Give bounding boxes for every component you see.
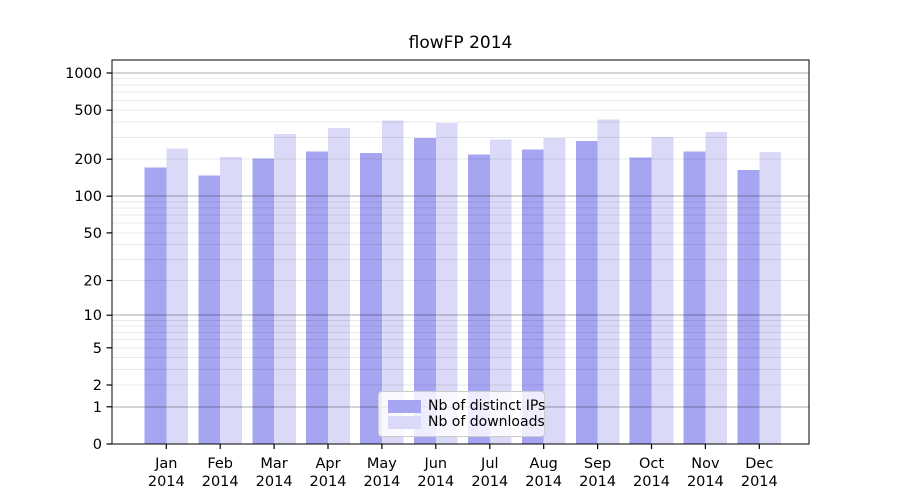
bar-downloads-feb	[220, 157, 242, 444]
legend-swatch-icon	[388, 415, 421, 429]
bar-downloads-dec	[759, 152, 782, 444]
bar-downloads-jan	[166, 148, 189, 444]
bar-distinct-ips-jul	[468, 154, 490, 444]
bar-distinct-ips-oct	[629, 157, 652, 444]
x-tick-label-year: 2014	[310, 474, 347, 490]
x-tick-label-month: Feb	[207, 456, 233, 472]
y-tick-label: 100	[74, 189, 102, 205]
x-tick-label-month: Sep	[584, 456, 611, 472]
plot-frame	[111, 59, 810, 445]
x-tick-label-month: Dec	[745, 456, 773, 472]
x-tick-label-year: 2014	[741, 474, 778, 490]
legend: Nb of distinct IPs Nb of downloads	[378, 391, 545, 437]
bar-distinct-ips-nov	[683, 151, 706, 445]
chart-title: flowFP 2014	[408, 33, 513, 53]
x-tick-label-year: 2014	[148, 474, 185, 490]
bar-distinct-ips-aug	[521, 149, 544, 444]
y-tick-label: 200	[74, 152, 102, 168]
y-tick-label: 50	[84, 226, 102, 242]
x-tick-label-month: Aug	[530, 456, 558, 472]
legend-label: Nb of distinct IPs	[428, 398, 546, 414]
bar-downloads-jul	[489, 139, 512, 445]
bar-downloads-jun	[435, 123, 458, 444]
x-tick-label-year: 2014	[687, 474, 724, 490]
bar-distinct-ips-apr	[306, 151, 328, 444]
x-tick-label-month: Jun	[423, 456, 447, 472]
y-tick-label: 2	[93, 378, 102, 394]
bar-downloads-apr	[328, 128, 350, 444]
x-tick-label-year: 2014	[471, 474, 508, 490]
legend-item-distinct-ips: Nb of distinct IPs	[388, 399, 545, 413]
x-tick-label-month: Apr	[315, 456, 340, 472]
x-tick-label-month: Mar	[260, 456, 287, 472]
bar-distinct-ips-dec	[737, 170, 760, 444]
bar-distinct-ips-feb	[198, 175, 221, 444]
x-tick-label-year: 2014	[256, 474, 293, 490]
y-tick-label: 500	[74, 103, 102, 119]
x-tick-label-month: Jan	[154, 456, 177, 472]
y-tick-label: 20	[84, 274, 102, 290]
bar-distinct-ips-sep	[575, 141, 598, 444]
bar-downloads-mar	[274, 134, 296, 444]
bar-distinct-ips-may	[360, 153, 382, 444]
legend-label: Nb of downloads	[428, 414, 545, 430]
x-tick-label-year: 2014	[417, 474, 454, 490]
x-tick-label-year: 2014	[525, 474, 562, 490]
x-tick-label-month: May	[367, 456, 397, 472]
x-tick-label-year: 2014	[202, 474, 239, 490]
y-tick-label: 1	[93, 400, 102, 416]
legend-swatch-icon	[388, 399, 421, 413]
legend-item-downloads: Nb of downloads	[388, 415, 545, 429]
bar-downloads-nov	[705, 131, 728, 444]
x-tick-label-year: 2014	[363, 474, 400, 490]
x-tick-label-month: Jul	[480, 456, 499, 472]
y-tick-label: 0	[93, 437, 102, 453]
bar-downloads-sep	[597, 119, 620, 445]
x-tick-label-year: 2014	[633, 474, 670, 490]
y-tick-label: 10	[84, 308, 102, 324]
bar-downloads-may	[381, 120, 404, 444]
y-tick-label: 5	[93, 341, 102, 357]
bar-downloads-aug	[543, 138, 566, 444]
y-tick-label: 1000	[65, 66, 102, 82]
bar-downloads-oct	[651, 137, 674, 444]
bar-distinct-ips-jun	[414, 138, 436, 444]
x-tick-label-month: Nov	[691, 456, 720, 472]
bar-distinct-ips-jan	[144, 167, 167, 445]
bar-distinct-ips-mar	[252, 158, 275, 444]
x-tick-label-year: 2014	[579, 474, 616, 490]
x-tick-label-month: Oct	[639, 456, 664, 472]
